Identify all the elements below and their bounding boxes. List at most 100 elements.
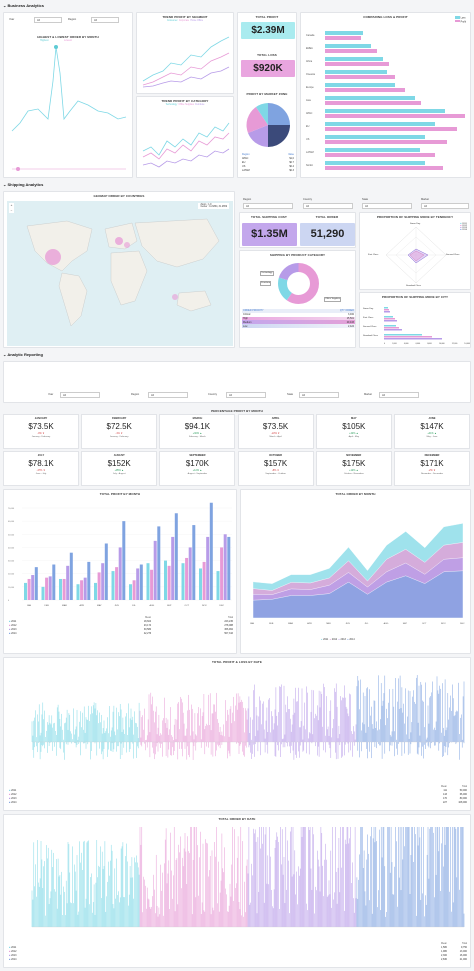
radar-label-top: Same Day: [410, 223, 421, 225]
x-tick: MAR: [62, 604, 67, 607]
bar: [111, 571, 115, 600]
bar: [66, 565, 70, 600]
area-series: [252, 570, 464, 619]
loss-bar: [325, 83, 395, 87]
market-label: Market: [364, 393, 372, 396]
bar: [171, 536, 175, 600]
radar-label-bottom: Standard Class: [406, 285, 421, 287]
zoom-controls[interactable]: + −: [9, 203, 14, 213]
country-select[interactable]: All: [226, 392, 266, 398]
market-select[interactable]: All: [421, 203, 469, 209]
y-tick: 50,000: [8, 534, 15, 536]
profit-month-legend: Mean Total ■ 2011 18,604 223,245 ■ 2012 23,1…: [9, 616, 233, 635]
market-select[interactable]: All: [379, 392, 419, 398]
region-select[interactable]: All: [148, 392, 188, 398]
year-label: Year: [9, 18, 15, 21]
month-card: FEBRUARY $72.5K -1% ▼ January - February: [81, 414, 158, 449]
trend-category-chart: [142, 122, 230, 168]
market-label: Market: [421, 198, 429, 201]
trend-segment-card: TREND PROFIT BY SEGMENT Consumer Corpora…: [136, 12, 234, 94]
product-card: SHIPPING BY PRODUCT CATEGORY Technology …: [239, 250, 356, 348]
section-shipping-title: ⌄ Shipping Analytics: [3, 182, 44, 187]
pie-label-office: Office Supplies: [324, 297, 342, 302]
x-tick: FEB: [45, 605, 50, 607]
month-card: MAY $105K +42% ▲ April - May: [315, 414, 392, 449]
row-label: Europe: [306, 86, 314, 89]
legend-corporate: Corporate: [178, 20, 190, 22]
chart-title: TOTAL PROFIT BY MONTH: [99, 492, 141, 496]
row-label: LATAM: [306, 151, 314, 154]
comparing-legend: Loss Profit: [454, 16, 466, 23]
order-month-legend: ● 2011 ● 2012 ● 2013 ● 2014: [321, 638, 355, 641]
chart-title: TOTAL ORDER BY MONTH: [335, 492, 376, 496]
bar: [139, 564, 143, 600]
country-label: Country: [208, 393, 218, 396]
total-loss-value: $920K: [241, 60, 295, 77]
table-row: Medium 29,433: [242, 320, 355, 325]
comparing-card: COMPARING LOSS & PROFIT Loss Profit Cana…: [300, 12, 471, 178]
pl-date-legend: Mean Total ■ 2011 111 50,000 ■ 2012 143 66,00…: [9, 785, 467, 804]
chevron-down-icon[interactable]: ⌄: [3, 182, 8, 187]
year-select[interactable]: All: [34, 17, 62, 23]
bar: [185, 557, 189, 600]
x-tick: OCT: [422, 623, 427, 625]
loss-bar: [325, 96, 415, 100]
pie-label-technology: Technology: [260, 271, 274, 276]
row-label: Canada: [306, 34, 315, 37]
x-tick: APR: [307, 622, 312, 625]
arrow-down-icon: ▼: [42, 469, 46, 472]
table-row: Low 2,424: [242, 324, 355, 328]
y-tick: 60,000: [8, 521, 15, 523]
total-shipping-value: $1.35M: [242, 223, 297, 246]
order-month-card: TOTAL ORDER BY MONTH JAN FEB MAR APR MAY JUN J…: [240, 489, 471, 654]
map-area[interactable]: Zoom : 1.9 Center : 11.6834, 31.2659 + −: [7, 201, 233, 346]
arrow-up-icon: ▲: [356, 432, 359, 435]
shipping-kpis: TOTAL SHIPPING COST TOTAL ORDER $1.35M 5…: [239, 212, 356, 248]
product-donut: [278, 263, 319, 304]
radar-chart: [385, 226, 447, 284]
y-tick: 70,000: [8, 508, 15, 510]
bar: [101, 563, 105, 600]
state-select[interactable]: All: [362, 203, 412, 209]
chevron-down-icon[interactable]: ⌄: [3, 352, 8, 357]
arrow-up-icon: ▲: [199, 469, 202, 472]
map-info: Zoom : 1.9 Center : 11.6834, 31.2659: [198, 203, 229, 209]
region-select[interactable]: All: [243, 203, 293, 209]
trend-segment-chart: [142, 36, 230, 88]
order-date-legend: Mean Total ■ 2011 1,580 9,750 ■ 2012 1,980 13…: [9, 942, 467, 961]
year-label: Year: [48, 393, 54, 396]
profit-bar: [325, 127, 457, 131]
legend-technology: Technology: [165, 104, 178, 106]
month-card: JANUARY $73.5K -0% ▼ January - February: [3, 414, 79, 449]
order-month-chart: JAN FEB MAR APR MAY JUN JUL AUG SEP OCT NOV DEC: [250, 523, 465, 625]
state-select[interactable]: All: [299, 392, 339, 398]
bar: [59, 578, 62, 600]
row-label: EMEA: [306, 47, 313, 50]
year-select[interactable]: All: [60, 392, 100, 398]
profit-bar: [325, 166, 443, 170]
region-select[interactable]: All: [91, 17, 119, 23]
x-tick: OCT: [185, 605, 190, 607]
chart-title: TOTAL PROFIT & LOSS BY DATE: [212, 660, 262, 664]
bar: [52, 564, 56, 600]
bar: [202, 561, 206, 600]
bar: [220, 547, 224, 600]
bar: [76, 584, 80, 600]
chart-title: TOTAL ORDER BY DATE: [218, 817, 256, 821]
bar: [216, 571, 220, 600]
market-zone-pie: [246, 103, 290, 147]
month-card: NOVEMBER $175K +12% ▲ October - November: [315, 451, 392, 486]
bar: [157, 526, 161, 600]
city-bars: [384, 307, 442, 340]
profit-market-zone-title: PROFIT BY MARKET ZONE: [246, 92, 288, 96]
x-tick: AUG: [150, 604, 155, 607]
country-select[interactable]: All: [303, 203, 353, 209]
legend-row: ■ 2013 30,580 366,962: [9, 627, 233, 631]
table-row: High 15,501: [242, 316, 355, 321]
loss-bar: [325, 44, 371, 48]
total-profit-value: $2.39M: [241, 22, 295, 39]
x-tick: JAN: [27, 604, 32, 607]
bar: [45, 577, 49, 600]
chevron-down-icon[interactable]: ⌄: [3, 3, 8, 8]
loss-bar: [325, 161, 425, 165]
